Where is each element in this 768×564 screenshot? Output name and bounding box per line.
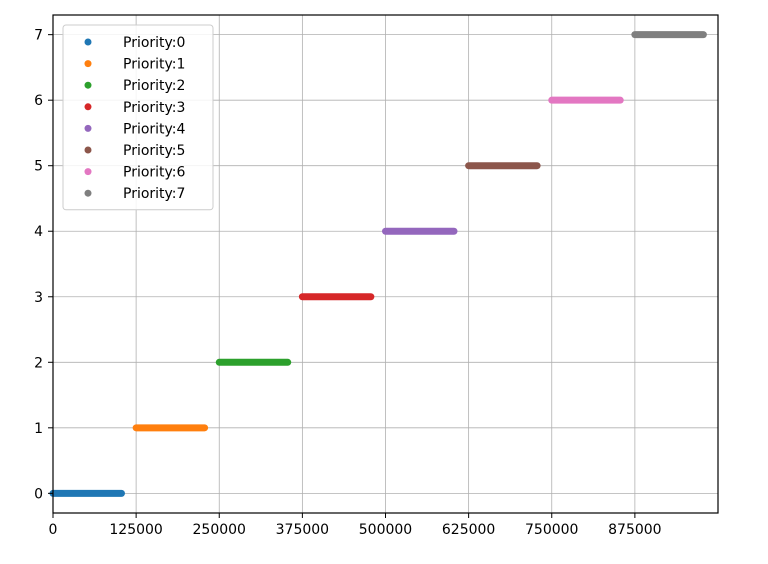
legend-marker xyxy=(84,168,92,176)
x-tick-label: 0 xyxy=(49,522,58,538)
x-tick-label: 125000 xyxy=(109,522,162,538)
legend-marker xyxy=(84,38,92,46)
legend-marker xyxy=(84,124,92,132)
legend-label: Priority:7 xyxy=(123,186,185,202)
x-tick-label: 250000 xyxy=(193,522,246,538)
legend-box xyxy=(62,24,214,211)
legend-marker xyxy=(84,60,92,68)
legend-label: Priority:2 xyxy=(123,78,185,94)
y-tick-label: 0 xyxy=(34,486,43,502)
x-tick-label: 375000 xyxy=(276,522,329,538)
legend-marker xyxy=(84,189,92,197)
y-tick-label: 2 xyxy=(34,355,43,371)
x-tick-label: 875000 xyxy=(608,522,661,538)
y-tick-label: 6 xyxy=(34,93,43,109)
ticks: 0 125000 250000 375000 500000 625000 750000 875… xyxy=(34,28,662,538)
legend-label: Priority:5 xyxy=(123,143,185,159)
y-tick-label: 1 xyxy=(34,421,43,437)
x-tick-label: 750000 xyxy=(525,522,578,538)
legend-label: Priority:6 xyxy=(123,165,186,181)
y-tick-label: 5 xyxy=(34,159,43,175)
y-tick-label: 3 xyxy=(34,290,43,306)
legend-label: Priority:3 xyxy=(123,100,185,116)
x-tick-label: 500000 xyxy=(359,522,412,538)
legend-label: Priority:4 xyxy=(123,121,186,137)
legend-label: Priority:0 xyxy=(123,35,185,51)
legend-marker xyxy=(84,103,92,111)
x-tick-label: 625000 xyxy=(442,522,495,538)
legend-marker xyxy=(84,81,92,89)
data-layer xyxy=(49,31,707,497)
y-tick-label: 4 xyxy=(34,224,43,240)
legend-marker xyxy=(84,146,92,154)
y-tick-label: 7 xyxy=(34,28,43,44)
legend: Priority:0 Priority:1 Priority:2 Priority:3… xyxy=(62,24,214,211)
legend-label: Priority:1 xyxy=(123,57,185,73)
